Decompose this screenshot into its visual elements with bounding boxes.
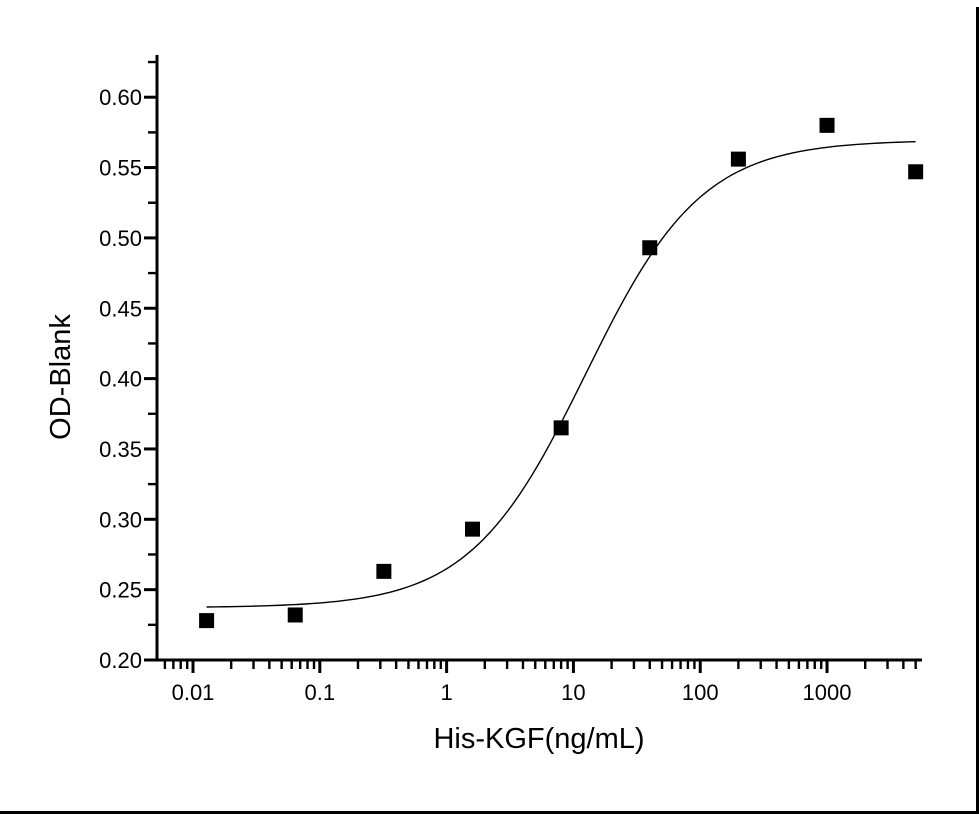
x-tick-label: 1 xyxy=(440,680,452,705)
page-border-bottom xyxy=(0,811,979,814)
data-point-marker xyxy=(465,521,481,537)
page-border-right xyxy=(976,7,979,814)
y-tick-label: 0.60 xyxy=(99,85,142,110)
y-tick-label: 0.45 xyxy=(99,296,142,321)
y-tick-label: 0.30 xyxy=(99,507,142,532)
data-point-marker xyxy=(199,613,215,629)
data-point-marker xyxy=(553,420,569,436)
data-point-marker xyxy=(908,164,924,180)
fit-curve xyxy=(206,140,916,608)
data-point-marker xyxy=(287,607,303,623)
y-tick-label: 0.20 xyxy=(99,648,142,673)
x-tick-label: 10 xyxy=(561,680,585,705)
y-axis-title: OD-Blank xyxy=(45,314,77,440)
x-tick-label: 0.01 xyxy=(172,680,215,705)
y-tick-label: 0.25 xyxy=(99,578,142,603)
data-point-marker xyxy=(819,117,835,133)
x-tick-label: 1000 xyxy=(803,680,852,705)
data-point-marker xyxy=(730,151,746,167)
x-axis-title: His-KGF(ng/mL) xyxy=(433,723,644,755)
x-tick-label: 0.1 xyxy=(305,680,336,705)
y-tick-label: 0.50 xyxy=(99,226,142,251)
data-point-marker xyxy=(642,240,658,256)
y-tick-label: 0.40 xyxy=(99,367,142,392)
y-tick-label: 0.35 xyxy=(99,437,142,462)
x-tick-label: 100 xyxy=(682,680,719,705)
y-tick-label: 0.55 xyxy=(99,156,142,181)
data-point-marker xyxy=(376,563,392,579)
